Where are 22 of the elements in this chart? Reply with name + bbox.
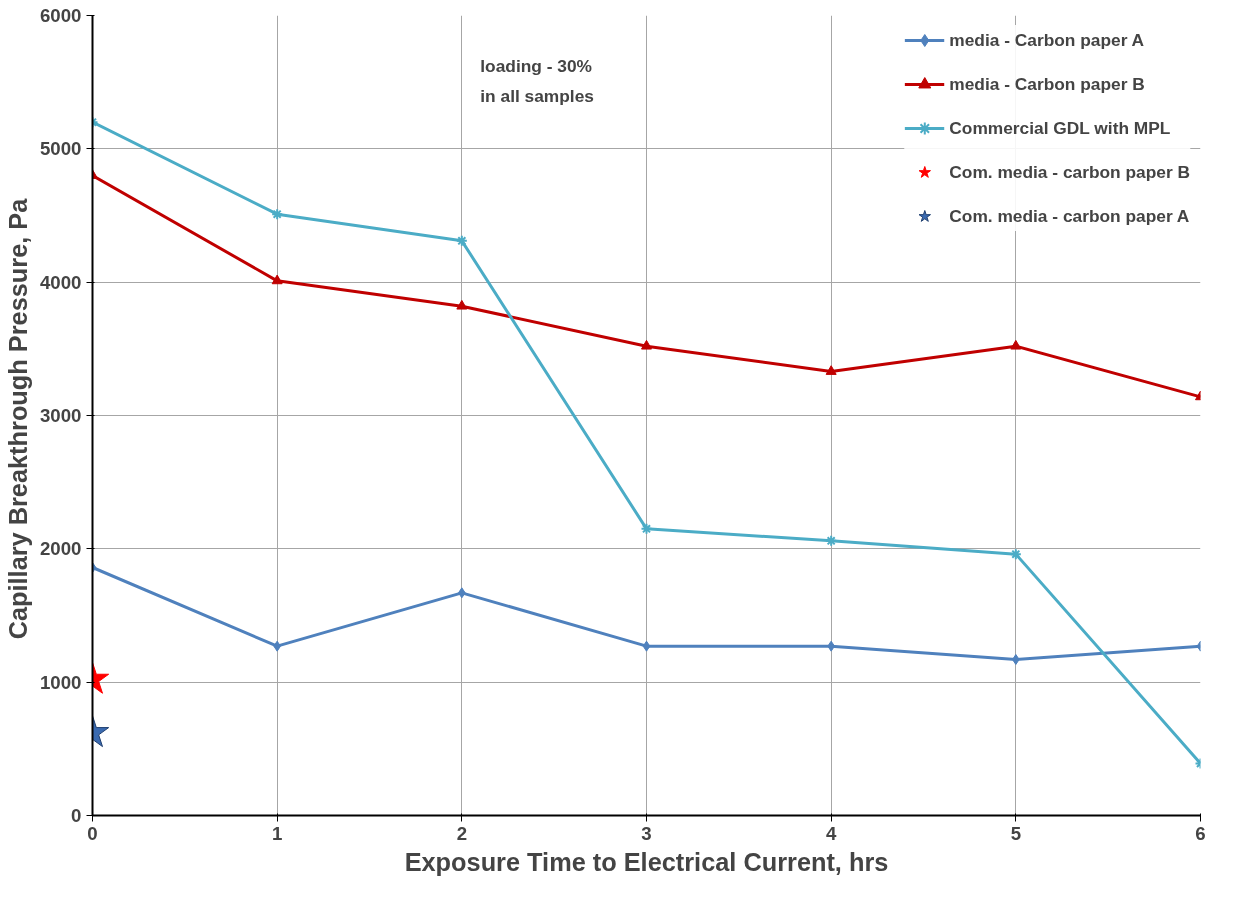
y-tick-label: 4000	[40, 271, 82, 293]
legend-label: media - Carbon paper B	[949, 73, 1145, 95]
y-tick-label: 1000	[40, 671, 82, 693]
annotation: loading - 30% in all samples	[480, 55, 594, 107]
x-tick-label: 3	[641, 822, 652, 844]
legend-label: Com. media - carbon paper A	[949, 205, 1190, 227]
legend-label: Commercial GDL with MPL	[949, 117, 1171, 139]
y-tick-label: 6000	[40, 5, 82, 26]
y-tick-label: 5000	[40, 138, 82, 160]
x-tick-label: 2	[456, 822, 468, 844]
y-tick-label: 2000	[40, 538, 82, 560]
x-tick-label: 5	[1010, 822, 1022, 844]
x-tick-label: 0	[87, 822, 98, 844]
x-tick-label: 4	[825, 822, 837, 844]
x-axis-title: Exposure Time to Electrical Current, hrs	[404, 847, 889, 876]
legend-label: media - Carbon paper A	[949, 29, 1145, 51]
y-tick-label: 3000	[40, 405, 82, 426]
legend-label: Com. media - carbon paper B	[949, 161, 1190, 183]
x-tick-label: 1	[271, 822, 283, 844]
y-axis-title: Capillary Breakthrough Pressure, Pa	[4, 197, 32, 640]
x-tick-label: 6	[1195, 822, 1206, 844]
y-tick-label: 0	[71, 805, 82, 826]
